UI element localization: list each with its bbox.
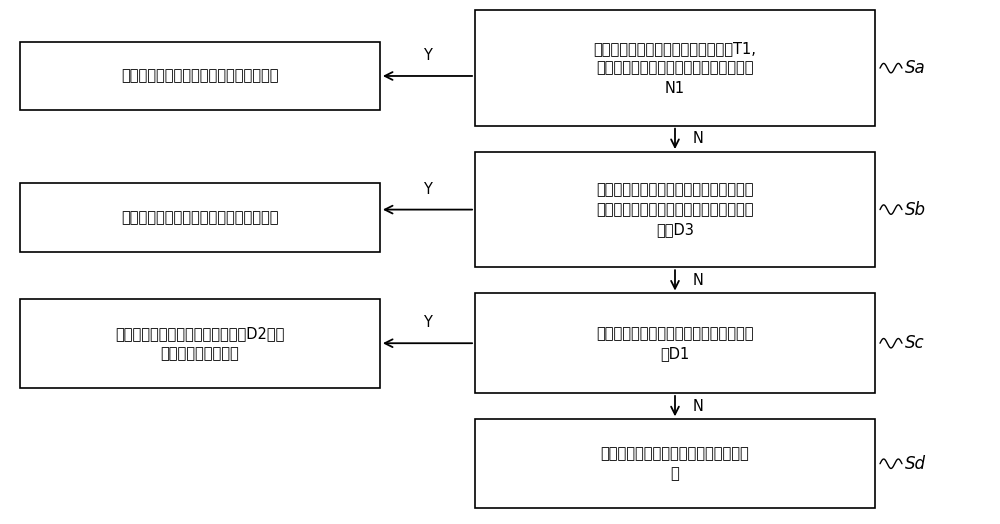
Text: 值: 值: [671, 466, 679, 481]
Text: N: N: [693, 273, 704, 288]
Text: 值D1: 值D1: [660, 346, 690, 361]
Text: 将目标转速初始值增加设定累加量D2，作: 将目标转速初始值增加设定累加量D2，作: [115, 326, 285, 341]
FancyBboxPatch shape: [20, 299, 380, 388]
FancyBboxPatch shape: [475, 293, 875, 393]
FancyBboxPatch shape: [20, 42, 380, 110]
Text: Sa: Sa: [905, 59, 926, 77]
Text: 速转速之差不超过怠速误差允许范围的绝: 速转速之差不超过怠速误差允许范围的绝: [596, 202, 754, 217]
Text: Y: Y: [423, 181, 432, 196]
Text: N: N: [693, 132, 704, 146]
Text: 设置动态目标怠速转速为目标怠速初始值: 设置动态目标怠速转速为目标怠速初始值: [121, 210, 279, 225]
Text: 实际转速与目标转速初始值之差超过预设: 实际转速与目标转速初始值之差超过预设: [596, 326, 754, 341]
Text: 实际转速与上一时间周期内的动态目标怠: 实际转速与上一时间周期内的动态目标怠: [596, 182, 754, 197]
FancyBboxPatch shape: [475, 152, 875, 267]
Text: Y: Y: [423, 315, 432, 330]
Text: N1: N1: [665, 81, 685, 95]
Text: 或者，第六基础目标怠速转速超过预设值: 或者，第六基础目标怠速转速超过预设值: [596, 61, 754, 75]
Text: Sc: Sc: [905, 334, 925, 352]
FancyBboxPatch shape: [20, 183, 380, 252]
Text: 设置动态目标怠速转速为目标怠速初始: 设置动态目标怠速转速为目标怠速初始: [601, 446, 749, 461]
Text: Y: Y: [423, 48, 432, 63]
Text: N: N: [693, 399, 704, 413]
FancyBboxPatch shape: [475, 10, 875, 126]
Text: 设置动态目标怠速转速为目标怠速初始值: 设置动态目标怠速转速为目标怠速初始值: [121, 69, 279, 83]
Text: 对值D3: 对值D3: [656, 222, 694, 237]
FancyBboxPatch shape: [475, 419, 875, 508]
Text: Sb: Sb: [905, 201, 926, 219]
Text: 怠速闭环控制激活时间超过预设时长T1,: 怠速闭环控制激活时间超过预设时长T1,: [594, 41, 756, 56]
Text: 为动态目标怠速转速: 为动态目标怠速转速: [161, 346, 239, 361]
Text: Sd: Sd: [905, 455, 926, 473]
